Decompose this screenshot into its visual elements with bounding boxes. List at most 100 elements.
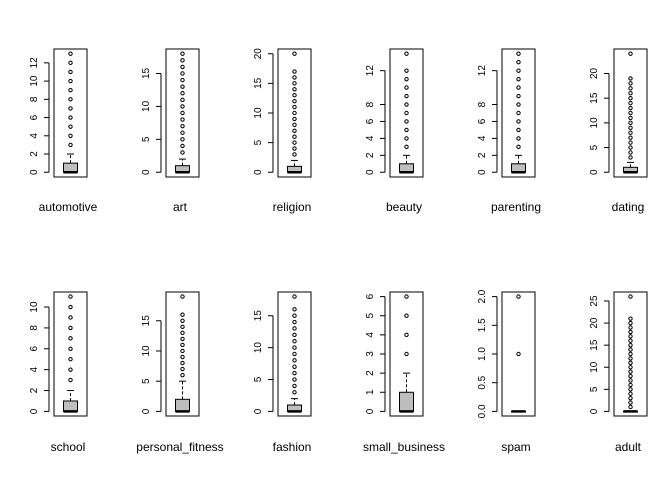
outlier-point bbox=[292, 122, 297, 128]
outlier-point bbox=[628, 155, 633, 160]
outlier-point bbox=[68, 325, 73, 331]
y-tick-label: 5 bbox=[589, 144, 600, 150]
outlier-point bbox=[292, 332, 297, 338]
plot-frame bbox=[613, 291, 648, 417]
outlier-point bbox=[292, 319, 297, 325]
y-tick-label: 0 bbox=[365, 169, 376, 175]
outlier-point bbox=[180, 150, 185, 155]
outlier-point bbox=[628, 140, 633, 145]
outlier-point bbox=[628, 395, 633, 401]
outlier-point bbox=[180, 104, 185, 109]
outlier-point bbox=[292, 351, 297, 357]
plot-frame bbox=[613, 48, 648, 178]
outlier-point bbox=[180, 354, 185, 360]
outlier-point bbox=[628, 369, 633, 374]
outlier-point bbox=[292, 93, 297, 98]
outlier-point bbox=[292, 390, 297, 395]
plot-frame bbox=[53, 48, 88, 178]
y-tick-label: 0 bbox=[365, 408, 376, 414]
outlier-point bbox=[292, 98, 297, 104]
y-tick-label: 2 bbox=[29, 387, 40, 393]
outlier-point bbox=[180, 58, 185, 63]
outlier-point bbox=[404, 93, 409, 99]
outlier-point bbox=[292, 364, 297, 369]
outlier-point bbox=[292, 81, 297, 86]
y-tick-label: 20 bbox=[253, 48, 264, 60]
y-tick-label: 15 bbox=[141, 315, 152, 327]
plot-frame bbox=[501, 48, 536, 178]
y-tick-label: 2 bbox=[29, 151, 40, 157]
outlier-point bbox=[180, 366, 185, 372]
outlier-point bbox=[628, 360, 633, 366]
outlier-point bbox=[180, 84, 185, 89]
outlier-point bbox=[404, 313, 409, 318]
outlier-point bbox=[180, 91, 185, 96]
outlier-point bbox=[68, 106, 73, 111]
y-tick-label: 0 bbox=[589, 169, 600, 175]
outlier-point bbox=[516, 136, 521, 141]
y-tick-label: 12 bbox=[29, 57, 40, 69]
outlier-point bbox=[68, 294, 73, 299]
y-tick-label: 2.0 bbox=[477, 289, 488, 303]
outlier-point bbox=[68, 315, 73, 320]
outlier-point bbox=[628, 294, 633, 299]
outlier-point bbox=[180, 51, 185, 56]
y-tick-label: 4 bbox=[365, 332, 376, 338]
outlier-point bbox=[292, 152, 297, 157]
outlier-point bbox=[404, 51, 409, 56]
outlier-point bbox=[628, 391, 633, 396]
outlier-point bbox=[68, 304, 73, 310]
box-iqr bbox=[399, 391, 414, 412]
y-tick-label: 4 bbox=[477, 135, 488, 141]
y-tick-label: 3 bbox=[365, 351, 376, 357]
outlier-point bbox=[292, 313, 297, 318]
x-axis-label: fashion bbox=[273, 440, 312, 454]
plot-frame bbox=[277, 48, 312, 178]
y-tick-label: 5 bbox=[253, 376, 264, 382]
y-tick-label: 2 bbox=[477, 152, 488, 158]
outlier-point bbox=[628, 120, 633, 126]
outlier-point bbox=[68, 97, 73, 102]
outlier-point bbox=[180, 348, 185, 354]
outlier-point bbox=[180, 130, 185, 135]
outlier-point bbox=[292, 134, 297, 139]
x-axis-label: adult bbox=[615, 440, 642, 454]
outlier-point bbox=[628, 81, 633, 86]
y-tick-label: 15 bbox=[141, 67, 152, 79]
outlier-point bbox=[180, 123, 185, 129]
outlier-point bbox=[292, 87, 297, 92]
outlier-point bbox=[516, 68, 521, 73]
y-tick-label: 10 bbox=[29, 301, 40, 313]
y-tick-label: 10 bbox=[29, 75, 40, 87]
y-tick-label: 2 bbox=[365, 152, 376, 158]
outlier-point bbox=[292, 370, 297, 376]
outlier-point bbox=[516, 60, 521, 65]
outlier-point bbox=[292, 358, 297, 363]
y-tick-label: 0 bbox=[253, 169, 264, 175]
y-tick-label: 15 bbox=[253, 77, 264, 89]
outlier-point bbox=[628, 320, 633, 326]
outlier-point bbox=[180, 110, 185, 116]
outlier-point bbox=[516, 51, 521, 56]
box-iqr bbox=[399, 163, 414, 173]
outlier-point bbox=[180, 342, 185, 348]
outlier-point bbox=[180, 97, 185, 103]
outlier-point bbox=[404, 351, 409, 357]
panel-school: 0 2 4 6 8 10 school bbox=[29, 291, 88, 454]
outlier-point bbox=[404, 144, 409, 150]
outlier-point bbox=[180, 360, 185, 366]
outlier-point bbox=[516, 119, 521, 124]
y-tick-label: 1.0 bbox=[477, 347, 488, 361]
panel-automotive: 0 2 4 6 8 10 12 automotive bbox=[29, 48, 98, 214]
outlier-point bbox=[292, 116, 297, 122]
outlier-point bbox=[292, 104, 297, 110]
outlier-point bbox=[516, 102, 521, 107]
outlier-point bbox=[628, 135, 633, 140]
y-tick-label: 15 bbox=[589, 92, 600, 104]
outlier-point bbox=[516, 351, 521, 357]
y-tick-label: 6 bbox=[29, 346, 40, 352]
y-tick-label: 4 bbox=[365, 135, 376, 141]
outlier-point bbox=[404, 136, 409, 141]
outlier-point bbox=[180, 336, 185, 342]
x-axis-label: religion bbox=[273, 200, 312, 214]
